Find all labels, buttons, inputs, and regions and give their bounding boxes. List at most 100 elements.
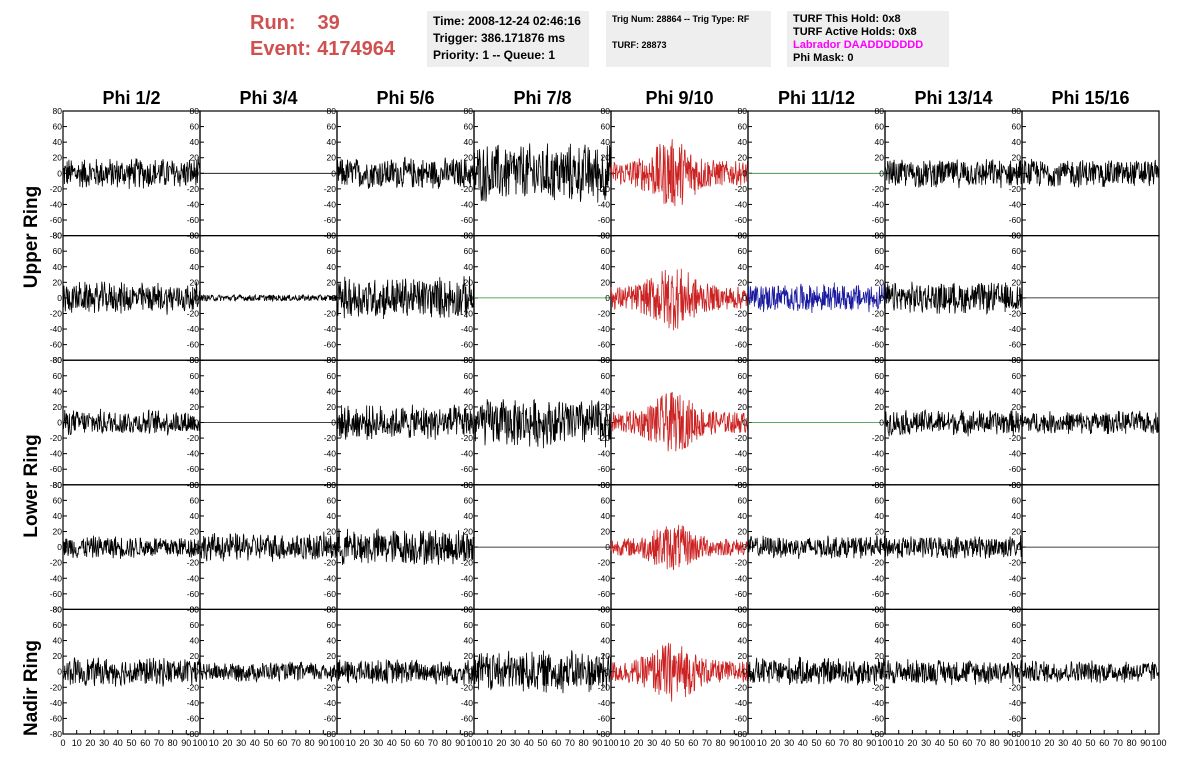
x-tick-label: 70: [291, 738, 301, 748]
waveform-trace: [884, 659, 1023, 686]
priority-text: Priority: 1 -- Queue: 1: [433, 48, 556, 62]
x-tick-label: 100: [192, 738, 207, 748]
x-tick-label: 40: [387, 738, 397, 748]
y-tick-label: -60: [872, 713, 885, 723]
y-tick-label: 80: [601, 355, 611, 365]
y-tick-label: 60: [738, 246, 748, 256]
y-tick-label: -40: [324, 698, 337, 708]
y-tick-label: -20: [50, 308, 63, 318]
y-tick-label: 20: [738, 277, 748, 287]
y-tick-label: -20: [187, 682, 200, 692]
y-tick-label: -80: [187, 729, 200, 739]
y-tick-label: -60: [735, 589, 748, 599]
y-tick-label: 20: [53, 402, 63, 412]
y-tick-label: 60: [1012, 620, 1022, 630]
y-tick-label: -60: [1009, 589, 1022, 599]
x-tick-label: 60: [962, 738, 972, 748]
y-tick-label: 20: [190, 527, 200, 537]
y-tick-label: 20: [875, 277, 885, 287]
waveform-trace: [199, 661, 338, 684]
y-tick-label: 40: [53, 386, 63, 396]
y-tick-label: 40: [53, 137, 63, 147]
event-line: Event: 4174964: [250, 36, 410, 62]
x-tick-label: 100: [1014, 738, 1029, 748]
x-tick-label: 20: [496, 738, 506, 748]
y-tick-label: 80: [327, 355, 337, 365]
y-tick-label: 60: [190, 620, 200, 630]
y-tick-label: 40: [738, 386, 748, 396]
time-info-box: Time: 2008-12-24 02:46:16 Trigger: 386.1…: [427, 11, 589, 67]
y-tick-label: 20: [53, 153, 63, 163]
y-tick-label: 60: [738, 620, 748, 630]
y-tick-label: -20: [324, 308, 337, 318]
trigger-text: Trigger: 386.171876 ms: [433, 31, 566, 45]
y-tick-label: 60: [327, 371, 337, 381]
y-tick-label: 80: [327, 106, 337, 116]
y-tick-label: 20: [464, 277, 474, 287]
y-tick-label: 60: [464, 495, 474, 505]
y-tick-label: -80: [735, 729, 748, 739]
x-tick-label: 100: [329, 738, 344, 748]
x-tick-label: 80: [716, 738, 726, 748]
turf-info-box: TURF This Hold: 0x8 TURF Active Holds: 0…: [787, 11, 949, 67]
y-tick-label: 20: [875, 651, 885, 661]
y-tick-label: -40: [187, 698, 200, 708]
y-tick-label: 80: [601, 231, 611, 241]
y-tick-label: 40: [327, 636, 337, 646]
y-tick-label: 20: [601, 651, 611, 661]
y-tick-label: 80: [875, 106, 885, 116]
y-tick-label: -60: [735, 340, 748, 350]
y-tick-label: -80: [324, 729, 337, 739]
y-tick-label: -40: [872, 324, 885, 334]
y-tick-label: 20: [1012, 402, 1022, 412]
y-tick-label: -40: [187, 573, 200, 583]
y-tick-label: -60: [735, 713, 748, 723]
y-tick-label: -20: [187, 308, 200, 318]
y-tick-label: 0: [742, 293, 747, 303]
y-tick-label: -20: [461, 308, 474, 318]
y-tick-label: 60: [464, 122, 474, 132]
y-tick-label: 40: [53, 511, 63, 521]
y-tick-label: 80: [738, 355, 748, 365]
y-tick-label: 20: [738, 153, 748, 163]
y-tick-label: 40: [53, 262, 63, 272]
y-tick-label: 40: [1012, 511, 1022, 521]
y-tick-label: 80: [875, 231, 885, 241]
y-tick-label: 20: [875, 527, 885, 537]
y-tick-label: 60: [53, 620, 63, 630]
y-tick-label: 40: [875, 636, 885, 646]
y-tick-label: 60: [53, 495, 63, 505]
y-tick-label: 80: [190, 355, 200, 365]
waveform-trace: [62, 281, 201, 315]
y-tick-label: -40: [1009, 199, 1022, 209]
y-tick-label: -20: [461, 184, 474, 194]
y-tick-label: 0: [194, 418, 199, 428]
y-tick-label: 0: [194, 168, 199, 178]
y-tick-label: -40: [1009, 449, 1022, 459]
y-tick-label: -60: [872, 340, 885, 350]
y-tick-label: 80: [1012, 480, 1022, 490]
y-tick-label: 20: [53, 527, 63, 537]
y-tick-label: 40: [190, 386, 200, 396]
y-tick-label: 40: [190, 262, 200, 272]
y-tick-label: 60: [327, 122, 337, 132]
y-tick-label: 60: [1012, 495, 1022, 505]
y-tick-label: -20: [50, 558, 63, 568]
y-tick-label: 20: [738, 402, 748, 412]
y-tick-label: -60: [324, 215, 337, 225]
y-tick-label: 40: [875, 511, 885, 521]
y-tick-label: -40: [872, 573, 885, 583]
y-tick-label: -60: [50, 464, 63, 474]
y-tick-label: 60: [1012, 246, 1022, 256]
y-tick-label: 20: [601, 402, 611, 412]
x-tick-label: 30: [784, 738, 794, 748]
y-tick-label: 40: [464, 511, 474, 521]
waveform-trace: [610, 524, 749, 571]
y-tick-label: 0: [879, 168, 884, 178]
y-tick-label: 80: [327, 480, 337, 490]
y-tick-label: -40: [187, 199, 200, 209]
y-tick-label: -40: [598, 324, 611, 334]
waveform-trace: [884, 281, 1023, 315]
x-tick-label: 30: [647, 738, 657, 748]
y-tick-label: -60: [461, 464, 474, 474]
